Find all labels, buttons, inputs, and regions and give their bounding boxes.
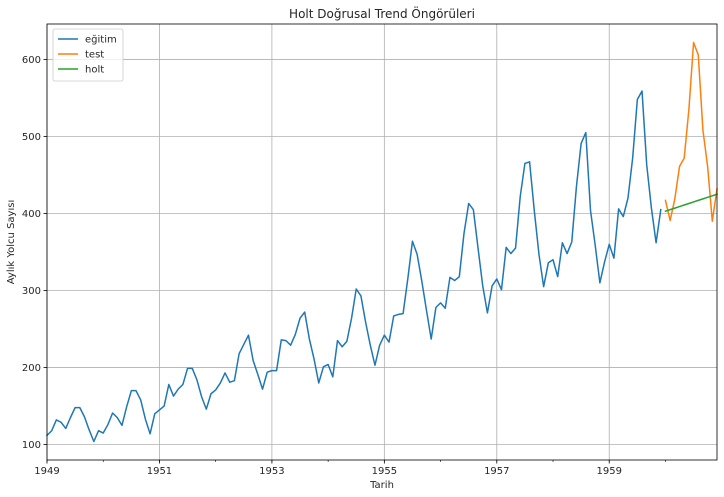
plot-frame bbox=[46, 23, 718, 461]
y-tick-label: 600 bbox=[22, 55, 41, 66]
x-tick-label: 1957 bbox=[484, 466, 509, 477]
x-tick-label: 1953 bbox=[259, 466, 284, 477]
legend-label: test bbox=[85, 50, 104, 61]
legend-label: eğitim bbox=[85, 34, 117, 46]
series-line-test bbox=[664, 41, 718, 222]
chart-title: Holt Doğrusal Trend Öngörüleri bbox=[289, 5, 475, 21]
y-tick-label: 300 bbox=[22, 286, 41, 297]
legend: eğitim test holt bbox=[52, 28, 124, 82]
y-tick-label: 400 bbox=[22, 209, 41, 220]
legend-box bbox=[52, 28, 124, 82]
x-tick-label: 1959 bbox=[597, 466, 622, 477]
x-tick-label: 1949 bbox=[34, 466, 59, 477]
x-tick-label: 1955 bbox=[372, 466, 397, 477]
series-line-holt bbox=[664, 193, 718, 213]
y-axis-label: Aylık Yolcu Sayısı bbox=[6, 200, 17, 284]
y-tick-label: 100 bbox=[22, 440, 41, 451]
x-axis-label: Tarih bbox=[369, 480, 394, 491]
legend-label: holt bbox=[85, 65, 104, 76]
x-tick-label: 1951 bbox=[147, 466, 172, 477]
grid-lines bbox=[46, 24, 717, 460]
series-line-egitim bbox=[45, 90, 662, 443]
series-lines bbox=[45, 41, 718, 443]
y-tick-label: 500 bbox=[22, 132, 41, 143]
axis-ticks: 100 200 300 400 500 600 1949 1951 1953 1955 1957 19… bbox=[22, 55, 666, 477]
y-tick-label: 200 bbox=[22, 363, 41, 374]
